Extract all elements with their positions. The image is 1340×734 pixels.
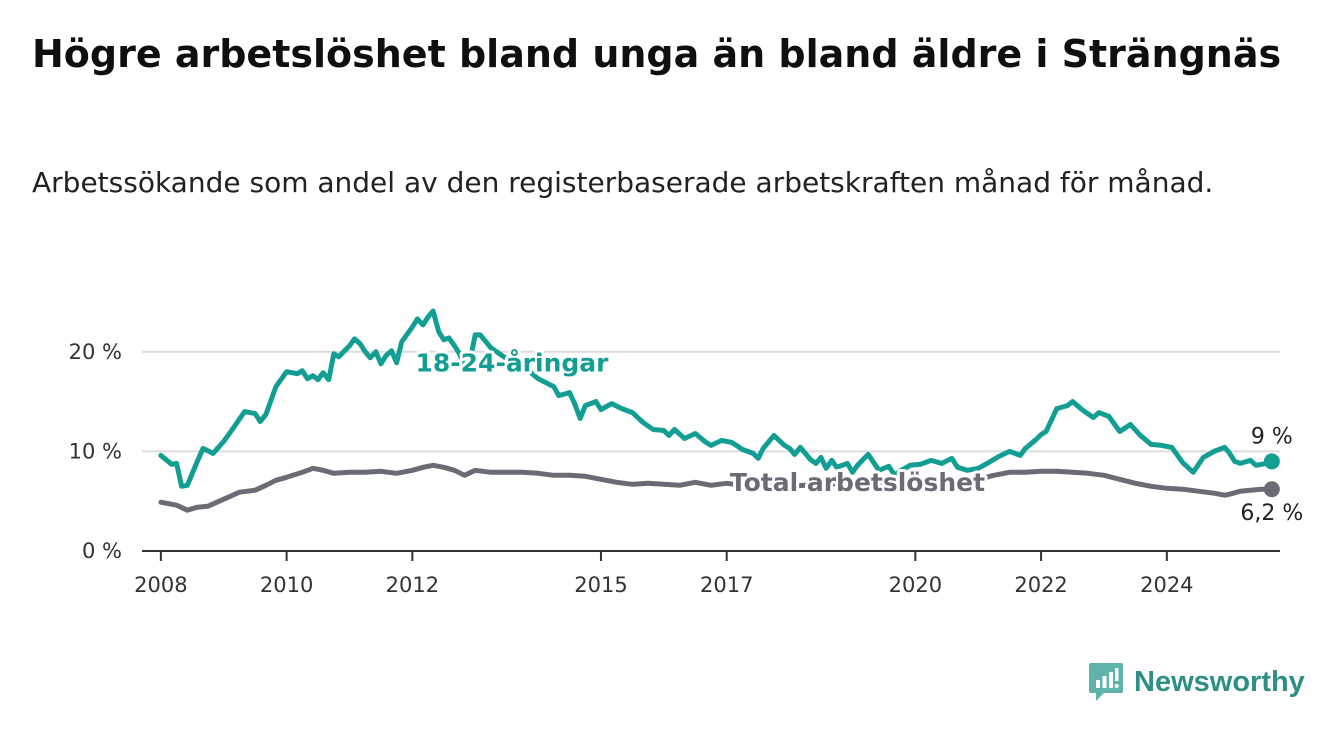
end-label-total: 6,2 % — [1240, 501, 1303, 526]
x-tick-label-2015: 2015 — [574, 573, 627, 597]
series-line-total — [158, 462, 1275, 513]
newsworthy-logo[interactable]: Newsworthy — [1088, 660, 1305, 704]
chart-subtitle: Arbetssökande som andel av den registerb… — [32, 166, 1214, 199]
x-tick-label-2008: 2008 — [134, 573, 187, 597]
x-tick-label-2022: 2022 — [1014, 573, 1067, 597]
newsworthy-logo-icon — [1089, 663, 1123, 701]
y-tick-label-20: 20 % — [69, 340, 122, 364]
x-tick-label-2017: 2017 — [700, 573, 753, 597]
x-tick-label-2010: 2010 — [260, 573, 313, 597]
end-label-youth: 9 % — [1251, 424, 1293, 449]
y-tick-label-0: 0 % — [82, 539, 122, 563]
y-tick-label-10: 10 % — [69, 439, 122, 463]
end-point-youth — [1263, 453, 1280, 470]
series-line-youth — [158, 308, 1275, 489]
chart-title: Högre arbetslöshet bland unga än bland ä… — [32, 32, 1282, 76]
x-tick-label-2020: 2020 — [889, 573, 942, 597]
x-tick-label-2024: 2024 — [1140, 573, 1193, 597]
series-label-total: Total arbetslöshet — [730, 468, 985, 497]
series-label-youth: 18-24-åringar — [415, 349, 609, 378]
newsworthy-logo-text: Newsworthy — [1134, 665, 1305, 698]
end-point-total — [1263, 481, 1280, 498]
x-tick-label-2012: 2012 — [386, 573, 439, 597]
